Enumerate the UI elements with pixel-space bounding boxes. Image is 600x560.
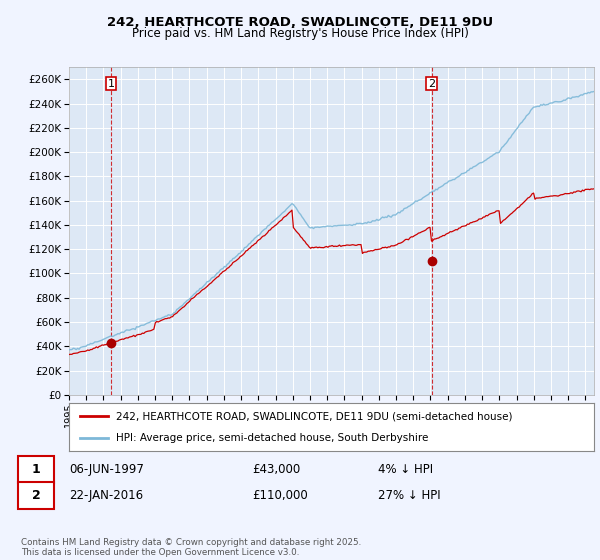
Text: 22-JAN-2016: 22-JAN-2016 [69,489,143,502]
Text: 4% ↓ HPI: 4% ↓ HPI [378,463,433,476]
Text: Contains HM Land Registry data © Crown copyright and database right 2025.
This d: Contains HM Land Registry data © Crown c… [21,538,361,557]
Text: 06-JUN-1997: 06-JUN-1997 [69,463,144,476]
Text: 1: 1 [107,78,115,88]
FancyBboxPatch shape [18,482,54,509]
Text: £110,000: £110,000 [252,489,308,502]
Text: HPI: Average price, semi-detached house, South Derbyshire: HPI: Average price, semi-detached house,… [116,433,428,443]
Text: Price paid vs. HM Land Registry's House Price Index (HPI): Price paid vs. HM Land Registry's House … [131,27,469,40]
Text: 242, HEARTHCOTE ROAD, SWADLINCOTE, DE11 9DU: 242, HEARTHCOTE ROAD, SWADLINCOTE, DE11 … [107,16,493,29]
FancyBboxPatch shape [18,456,54,483]
Text: 2: 2 [32,489,40,502]
Text: 242, HEARTHCOTE ROAD, SWADLINCOTE, DE11 9DU (semi-detached house): 242, HEARTHCOTE ROAD, SWADLINCOTE, DE11 … [116,411,513,421]
Text: 27% ↓ HPI: 27% ↓ HPI [378,489,440,502]
Text: £43,000: £43,000 [252,463,300,476]
Text: 2: 2 [428,78,435,88]
Text: 1: 1 [32,463,40,476]
